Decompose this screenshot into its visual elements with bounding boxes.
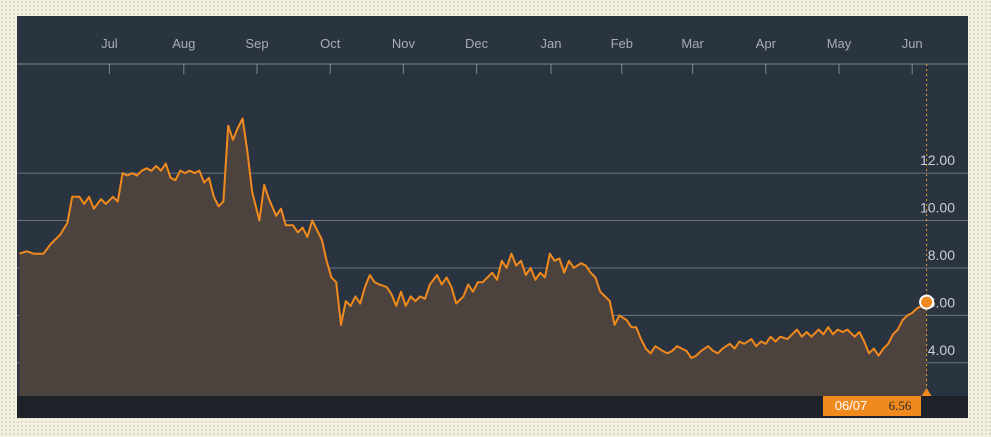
month-label-jun: Jun bbox=[902, 36, 923, 51]
cursor-pointer bbox=[921, 388, 932, 396]
bottom-axis-strip bbox=[17, 396, 968, 418]
series-0-area bbox=[19, 118, 927, 396]
chart-frame: Jul Aug Sep Oct Nov Dec Jan Feb Mar Apr May Jun 4.0… bbox=[17, 16, 968, 418]
month-label-sep: Sep bbox=[245, 36, 268, 51]
series-0-line bbox=[19, 117, 928, 360]
cursor-value-badge: 6.56 bbox=[879, 396, 921, 416]
last-point-marker[interactable] bbox=[919, 294, 935, 310]
month-label-jan: Jan bbox=[541, 36, 562, 51]
y-tick-label-10.00: 10.00 bbox=[920, 200, 955, 216]
month-label-may: May bbox=[827, 36, 852, 51]
series-layer bbox=[19, 117, 928, 396]
month-label-mar: Mar bbox=[681, 36, 704, 51]
y-axis: 4.00 6.00 8.00 10.00 12.00 bbox=[920, 152, 955, 358]
y-tick-label-6.00: 6.00 bbox=[928, 294, 955, 310]
month-label-feb: Feb bbox=[611, 36, 633, 51]
month-label-nov: Nov bbox=[392, 36, 416, 51]
month-label-dec: Dec bbox=[465, 36, 489, 51]
y-tick-label-12.00: 12.00 bbox=[920, 152, 955, 168]
month-axis: Jul Aug Sep Oct Nov Dec Jan Feb Mar Apr May Jun bbox=[17, 36, 968, 74]
month-label-oct: Oct bbox=[320, 36, 341, 51]
price-chart[interactable]: Jul Aug Sep Oct Nov Dec Jan Feb Mar Apr May Jun 4.0… bbox=[17, 16, 968, 418]
cursor-date-badge: 06/07 bbox=[823, 396, 879, 416]
month-label-apr: Apr bbox=[756, 36, 777, 51]
y-tick-label-4.00: 4.00 bbox=[928, 342, 955, 358]
y-tick-label-8.00: 8.00 bbox=[928, 247, 955, 263]
month-label-jul: Jul bbox=[101, 36, 118, 51]
month-label-aug: Aug bbox=[172, 36, 195, 51]
